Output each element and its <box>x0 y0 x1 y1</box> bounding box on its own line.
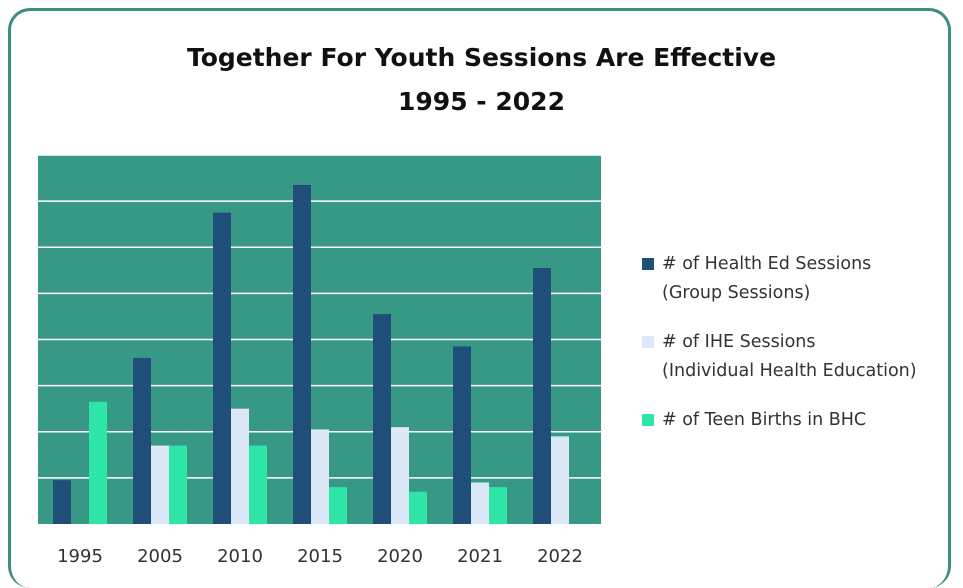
x-tick-label: 2015 <box>297 546 343 567</box>
legend-label: # of IHE Sessions <box>662 332 816 352</box>
x-tick-label: 2022 <box>537 546 583 567</box>
bar-2021-series-2[interactable] <box>489 487 507 524</box>
chart-title: Together For Youth Sessions Are Effectiv… <box>0 36 963 124</box>
bar-2005-series-1[interactable] <box>151 445 169 524</box>
bar-2020-series-1[interactable] <box>391 427 409 524</box>
bar-2021-series-1[interactable] <box>471 482 489 524</box>
x-axis-ticks: 1995 2005 2010 2015 2020 2021 2022 <box>57 546 583 567</box>
bar-2005-series-2[interactable] <box>169 445 187 524</box>
bar-2015-series-1[interactable] <box>311 429 329 524</box>
chart-subtitle-text: 1995 - 2022 <box>398 87 565 116</box>
x-tick-label: 2010 <box>217 546 263 567</box>
bar-2020-series-0[interactable] <box>373 314 391 524</box>
bar-2022-series-0[interactable] <box>533 268 551 524</box>
bar-2015-series-2[interactable] <box>329 487 347 524</box>
bar-2010-series-2[interactable] <box>249 445 267 524</box>
legend-label-sub: (Group Sessions) <box>662 283 811 303</box>
legend-label: # of Teen Births in BHC <box>662 410 867 430</box>
legend-item-ihe[interactable]: # of IHE Sessions (Individual Health Edu… <box>640 328 960 386</box>
legend-item-health-ed[interactable]: # of Health Ed Sessions (Group Sessions) <box>640 250 960 308</box>
legend: # of Health Ed Sessions (Group Sessions)… <box>640 250 960 455</box>
bar-1995-series-0[interactable] <box>53 480 71 524</box>
bar-2010-series-0[interactable] <box>213 212 231 524</box>
x-tick-label: 1995 <box>57 546 103 567</box>
x-tick-label: 2020 <box>377 546 423 567</box>
legend-label-sub: (Individual Health Education) <box>662 361 917 381</box>
x-tick-label: 2021 <box>457 546 503 567</box>
legend-label: # of Health Ed Sessions <box>662 254 872 274</box>
bar-1995-series-2[interactable] <box>89 401 107 524</box>
bar-2005-series-0[interactable] <box>133 357 151 524</box>
legend-swatch <box>642 336 654 348</box>
chart-title-text: Together For Youth Sessions Are Effectiv… <box>186 43 777 72</box>
legend-item-teen-births[interactable]: # of Teen Births in BHC <box>640 406 960 435</box>
bar-2022-series-1[interactable] <box>551 436 569 524</box>
x-tick-label: 2005 <box>137 546 183 567</box>
bar-2020-series-2[interactable] <box>409 491 427 524</box>
bar-2015-series-0[interactable] <box>293 184 311 524</box>
bars <box>53 184 569 524</box>
bar-2010-series-1[interactable] <box>231 408 249 524</box>
legend-swatch <box>642 414 654 426</box>
legend-swatch <box>642 258 654 270</box>
bar-2021-series-0[interactable] <box>453 346 471 524</box>
